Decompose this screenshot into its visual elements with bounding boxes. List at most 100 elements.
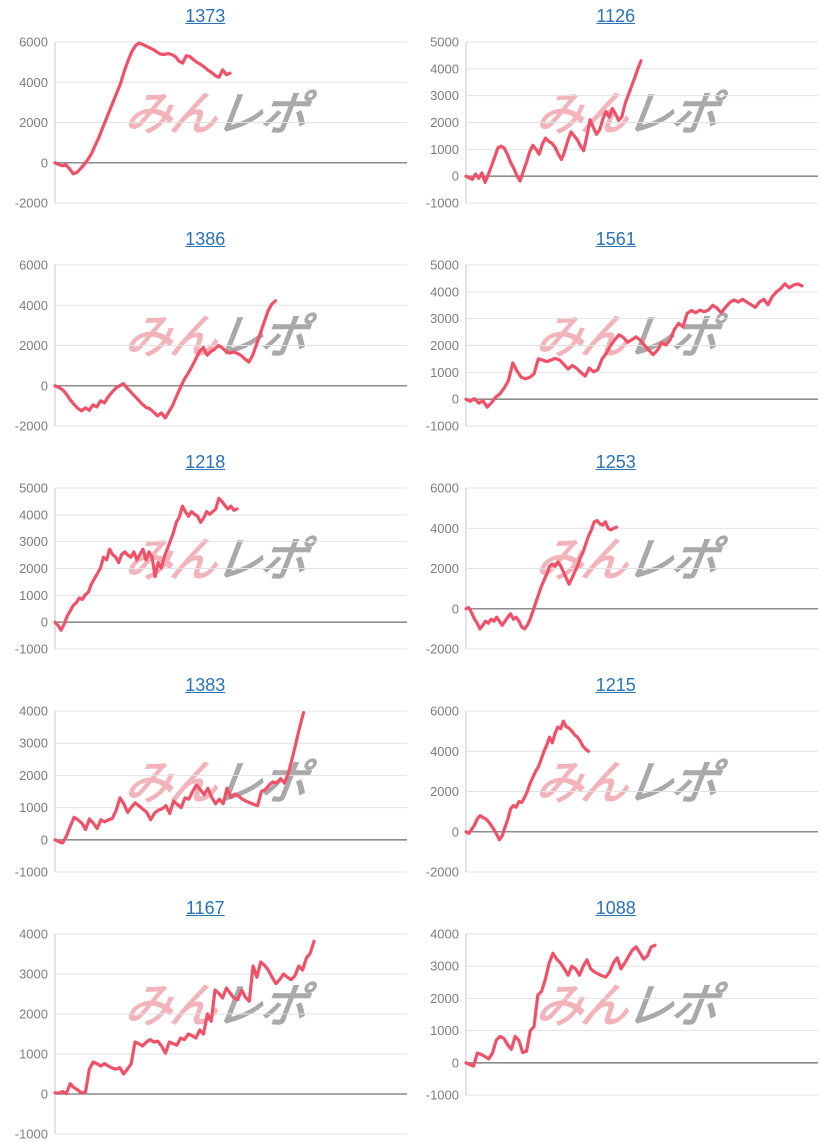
y-axis-tick-label: 3000 (430, 959, 459, 974)
chart-title-row: 1215 (411, 669, 821, 705)
y-axis-tick-label: 5000 (430, 36, 459, 50)
y-axis-tick-label: -2000 (425, 642, 458, 657)
slump-line-series (466, 61, 641, 183)
y-axis-tick-label: 4000 (19, 298, 48, 313)
slump-line-series (55, 498, 237, 630)
chart-title-row: 1561 (411, 223, 821, 259)
chart-title-row: 1383 (0, 669, 411, 705)
y-axis-tick-label: -2000 (15, 196, 48, 211)
y-axis-tick-label: 0 (451, 601, 458, 616)
y-axis-tick-label: 1000 (19, 1047, 48, 1062)
y-axis-tick-label: 2000 (19, 561, 48, 576)
y-axis-tick-label: 1000 (19, 800, 48, 815)
y-axis-tick-label: 0 (451, 824, 458, 839)
y-axis-tick-label: 0 (41, 378, 48, 393)
y-axis-tick-label: 1000 (430, 1023, 459, 1038)
y-axis-tick-label: 3000 (19, 534, 48, 549)
y-axis-tick-label: -1000 (425, 419, 458, 434)
line-plot: 6000 4000 2000 0 -2000 (411, 482, 821, 657)
y-axis-tick-label: 5000 (430, 259, 459, 273)
machine-number-link[interactable]: 1253 (596, 453, 636, 473)
slump-line-series (55, 301, 276, 418)
y-axis-tick-label: 6000 (430, 482, 459, 496)
machine-number-link[interactable]: 1215 (596, 676, 636, 696)
y-axis-tick-label: 2000 (19, 768, 48, 783)
y-axis-tick-label: 3000 (19, 736, 48, 751)
slump-line-series (55, 43, 230, 174)
machine-number-link[interactable]: 1088 (596, 899, 636, 919)
machine-number-link[interactable]: 1383 (185, 676, 225, 696)
y-axis-tick-label: 3000 (19, 967, 48, 982)
line-plot: 5000 4000 3000 2000 1000 0 -1000 (411, 259, 821, 434)
slump-line-series (55, 713, 304, 843)
y-axis-tick-label: 3000 (430, 88, 459, 103)
y-axis-tick-label: -1000 (15, 1127, 48, 1142)
y-axis-tick-label: 0 (41, 1087, 48, 1102)
y-axis-tick-label: -1000 (15, 642, 48, 657)
y-axis-tick-label: -1000 (425, 1088, 458, 1103)
slump-line-series (55, 941, 314, 1093)
y-axis-tick-label: 3000 (430, 311, 459, 326)
y-axis-tick-label: -1000 (15, 865, 48, 880)
machine-number-link[interactable]: 1167 (186, 899, 225, 919)
y-axis-tick-label: 2000 (19, 338, 48, 353)
y-axis-tick-label: 0 (41, 155, 48, 170)
y-axis-tick-label: 4000 (19, 705, 48, 719)
y-axis-tick-label: 2000 (430, 338, 459, 353)
machine-number-link[interactable]: 1373 (185, 7, 225, 27)
y-axis-tick-label: 4000 (430, 521, 459, 536)
y-axis-tick-label: 6000 (19, 36, 48, 50)
y-axis-tick-label: 6000 (19, 259, 48, 273)
machine-number-link[interactable]: 1561 (596, 230, 636, 250)
y-axis-tick-label: 2000 (430, 561, 459, 576)
y-axis-tick-label: 5000 (19, 482, 48, 496)
machine-number-link[interactable]: 1386 (185, 230, 225, 250)
y-axis-tick-label: 1000 (430, 365, 459, 380)
y-axis-tick-label: 1000 (430, 142, 459, 157)
y-axis-tick-label: 2000 (19, 1007, 48, 1022)
y-axis-tick-label: 0 (451, 1055, 458, 1070)
y-axis-tick-label: -1000 (425, 196, 458, 211)
chart-title-row: 1167 (0, 892, 411, 928)
machine-number-link[interactable]: 1126 (596, 7, 635, 27)
y-axis-tick-label: 4000 (430, 284, 459, 299)
y-axis-tick-label: 0 (451, 392, 458, 407)
y-axis-tick-label: -2000 (425, 865, 458, 880)
y-axis-tick-label: 2000 (19, 115, 48, 130)
y-axis-tick-label: 2000 (430, 115, 459, 130)
line-plot: 6000 4000 2000 0 -2000 (0, 36, 410, 211)
y-axis-tick-label: 2000 (430, 991, 459, 1006)
y-axis-tick-label: 0 (41, 615, 48, 630)
y-axis-tick-label: 0 (451, 169, 458, 184)
y-axis-tick-label: 1000 (19, 588, 48, 603)
chart-title-row: 1126 (411, 0, 821, 36)
y-axis-tick-label: 4000 (19, 75, 48, 90)
y-axis-tick-label: 4000 (19, 507, 48, 522)
slump-line-series (466, 521, 617, 629)
y-axis-tick-label: 6000 (430, 705, 459, 719)
machine-number-link[interactable]: 1218 (185, 453, 225, 473)
y-axis-tick-label: 2000 (430, 784, 459, 799)
